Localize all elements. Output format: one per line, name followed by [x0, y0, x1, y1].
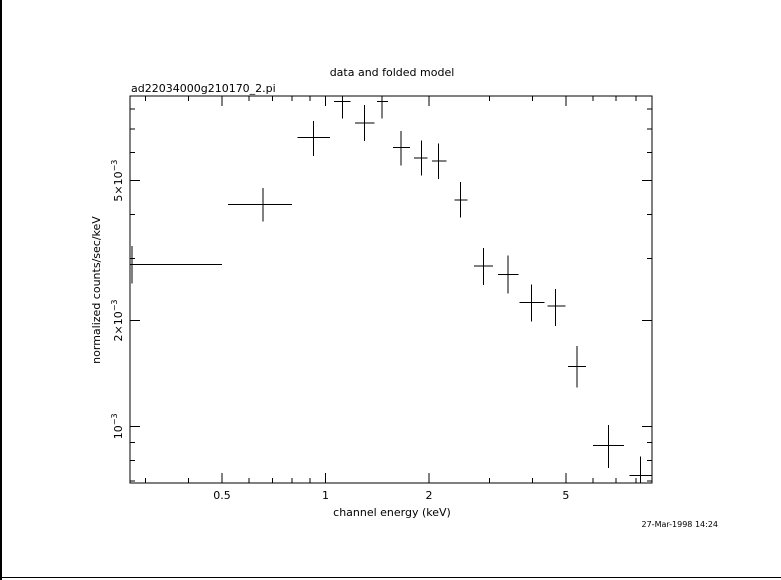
- x-tick-label: 1: [322, 489, 329, 502]
- data-point: [629, 456, 652, 483]
- data-point: [414, 140, 428, 176]
- data-point: [519, 284, 545, 322]
- y-tick-label: 10−3: [110, 413, 125, 439]
- data-point: [473, 248, 494, 286]
- data-point: [567, 346, 586, 388]
- x-tick-label: 2: [426, 489, 433, 502]
- chart-subtitle: ad22034000g210170_2.pi: [131, 82, 276, 95]
- chart-title: data and folded model: [330, 66, 455, 79]
- timestamp: 27-Mar-1998 14:24: [642, 520, 719, 529]
- data-point: [497, 255, 519, 294]
- y-tick-label: 5×10−3: [110, 160, 125, 202]
- plot-frame: [129, 95, 653, 484]
- y-axis-label: normalized counts/sec/keV: [90, 216, 103, 364]
- plot-frame-rect: [129, 95, 653, 484]
- y-axis-ticks: 10−3 2×10−3 5×10−3: [110, 160, 652, 439]
- data-point: [130, 245, 223, 284]
- bottom-border-rule: [0, 577, 781, 578]
- y-tick-label: 2×10−3: [110, 299, 125, 341]
- x-tick-label: 0.5: [213, 489, 231, 502]
- data-point: [392, 130, 410, 166]
- data-point: [454, 182, 468, 218]
- data-point: [334, 96, 351, 119]
- data-point: [432, 143, 447, 180]
- x-tick-label: 5: [562, 489, 569, 502]
- data-point: [297, 121, 330, 156]
- data-points: [130, 96, 652, 483]
- x-axis-label: channel energy (keV): [333, 506, 451, 519]
- left-border-rule: [0, 0, 2, 580]
- data-point: [592, 424, 625, 469]
- data-point: [227, 188, 293, 222]
- data-point: [547, 288, 566, 326]
- data-point: [376, 96, 389, 119]
- data-point: [355, 105, 375, 141]
- x-axis-ticks: 0.5 1 2 5: [213, 96, 569, 502]
- minor-ticks: [130, 96, 652, 483]
